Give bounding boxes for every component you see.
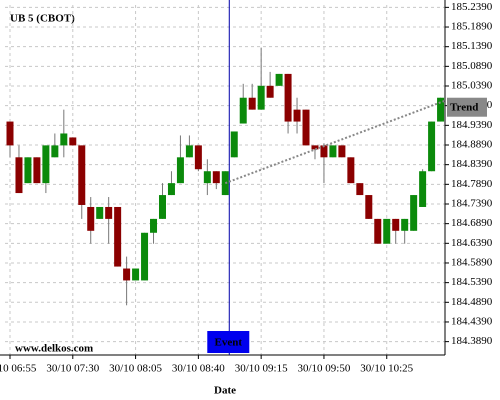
x-axis-title: Date <box>214 385 236 397</box>
y-tick-label: 184.6390 <box>451 237 493 249</box>
candle-body <box>374 218 382 244</box>
candle-body <box>42 145 50 184</box>
trend-label: Trend <box>450 101 478 113</box>
candle-body <box>320 145 328 158</box>
candle-body <box>293 109 301 122</box>
candle-body <box>212 171 220 184</box>
x-tick-label: 30/10 09:50 <box>298 363 351 375</box>
y-tick-label: 184.3890 <box>451 335 493 347</box>
candle-body <box>284 73 292 122</box>
candle-body <box>230 131 238 158</box>
candle-body <box>132 268 140 281</box>
candle-body <box>60 133 68 146</box>
candle-body <box>51 145 59 158</box>
candle-body <box>302 109 310 146</box>
candle-body <box>24 157 32 184</box>
y-tick-label: 185.1890 <box>451 21 493 33</box>
candle-body <box>96 206 104 219</box>
y-tick-label: 184.5890 <box>451 257 493 269</box>
event-label: Event <box>215 337 243 349</box>
chart-title: UB 5 (CBOT) <box>10 13 75 25</box>
candle-body <box>329 145 337 158</box>
candle-body <box>123 268 131 281</box>
candle-body <box>105 206 113 219</box>
y-tick-label: 184.8390 <box>451 158 493 170</box>
candle-body <box>410 195 418 231</box>
candle-body <box>266 85 274 98</box>
y-tick-label: 184.7890 <box>451 178 493 190</box>
candle-body <box>167 183 175 196</box>
x-tick-label: 30/10 08:40 <box>172 363 225 375</box>
y-tick-label: 184.4390 <box>451 315 493 327</box>
candle-body <box>275 73 283 86</box>
candle-body <box>419 171 427 207</box>
candle-body <box>356 183 364 196</box>
x-tick-label: 30/10 07:30 <box>46 363 99 375</box>
candle-body <box>6 121 14 146</box>
y-tick-label: 184.5390 <box>451 276 493 288</box>
candle-body <box>383 218 391 244</box>
x-tick-label: 30/10 09:15 <box>235 363 288 375</box>
candle-body <box>176 157 184 184</box>
candle-body <box>33 157 41 184</box>
event-box <box>207 331 250 353</box>
candle-body <box>150 218 158 233</box>
candle-body <box>347 157 355 184</box>
y-tick-label: 184.9390 <box>451 119 493 131</box>
candle-body <box>87 206 95 231</box>
watermark: www.delkos.com <box>15 343 93 355</box>
candle-body <box>203 171 211 184</box>
y-tick-label: 185.1390 <box>451 40 493 52</box>
candle-body <box>401 218 409 231</box>
x-tick-label: 30/10 06:55 <box>0 363 37 375</box>
trend-line <box>224 99 446 185</box>
trend-box <box>447 97 487 117</box>
candle-body <box>311 145 319 150</box>
candle-body <box>194 145 202 170</box>
y-tick-label: 184.6890 <box>451 217 493 229</box>
candle-body <box>338 145 346 158</box>
candle-body <box>141 232 149 281</box>
y-tick-label: 184.8890 <box>451 139 493 151</box>
candle-body <box>365 195 373 219</box>
candle-body <box>248 97 256 110</box>
candle-body <box>78 145 86 205</box>
candle-body <box>428 121 436 172</box>
candle-body <box>257 85 265 110</box>
candle-body <box>15 157 23 194</box>
y-tick-label: 185.2390 <box>451 1 493 13</box>
candle-body <box>239 97 247 124</box>
candle-body <box>185 145 193 158</box>
candle-body <box>158 195 166 219</box>
candle-body <box>437 97 445 122</box>
candle-body <box>114 206 122 267</box>
x-tick-label: 30/10 10:25 <box>360 363 413 375</box>
x-tick-label: 30/10 08:05 <box>109 363 162 375</box>
y-tick-label: 184.7390 <box>451 198 493 210</box>
candle-body <box>392 218 400 231</box>
y-tick-label: 184.4890 <box>451 296 493 308</box>
y-tick-label: 185.0390 <box>451 80 493 92</box>
candle-body <box>69 137 77 146</box>
y-tick-label: 185.0890 <box>451 60 493 72</box>
